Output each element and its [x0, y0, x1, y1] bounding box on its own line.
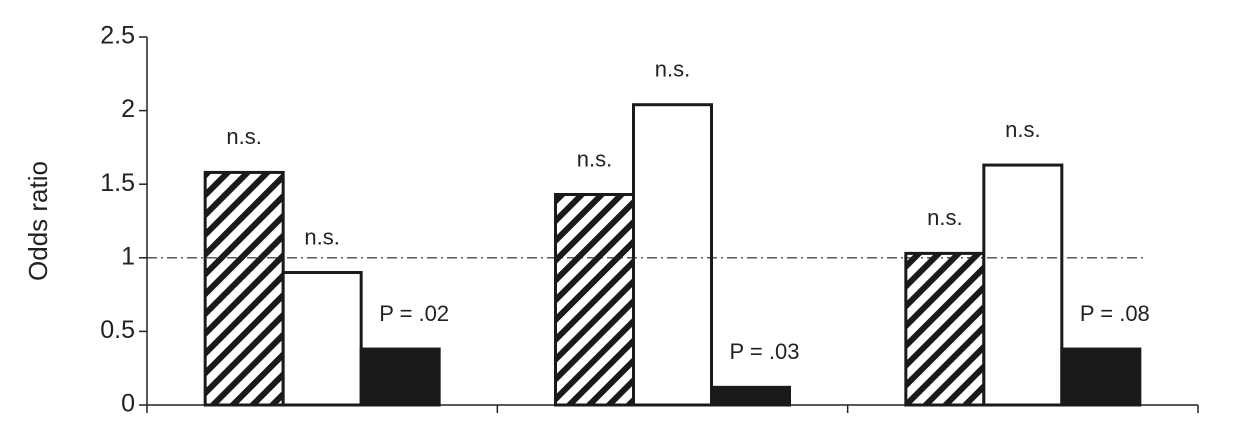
- data-label: P = .08: [1080, 301, 1150, 326]
- data-label: n.s.: [226, 124, 261, 149]
- y-axis-label: Odds ratio: [23, 161, 53, 281]
- y-tick-label: 0.5: [100, 316, 135, 344]
- data-label: n.s.: [304, 224, 339, 249]
- bar: [281, 271, 363, 407]
- bar: [554, 193, 635, 407]
- bar: [1060, 347, 1142, 407]
- data-label: P = .02: [379, 301, 449, 326]
- bar: [203, 170, 285, 407]
- bar: [982, 163, 1064, 407]
- y-tick-label: 2: [121, 95, 135, 123]
- y-tick-label: 1: [121, 242, 135, 270]
- y-tick-label: 1.5: [100, 169, 135, 197]
- data-label: P = .03: [730, 339, 800, 364]
- data-label: n.s.: [927, 205, 962, 230]
- bar: [359, 347, 441, 407]
- bar: [632, 103, 713, 407]
- data-label: n.s.: [577, 146, 612, 171]
- bar: [904, 251, 986, 407]
- data-label: n.s.: [1005, 117, 1040, 142]
- data-label: n.s.: [655, 57, 690, 82]
- bar: [710, 385, 791, 407]
- y-tick-label: 0: [121, 390, 135, 418]
- y-tick-label: 2.5: [100, 22, 135, 50]
